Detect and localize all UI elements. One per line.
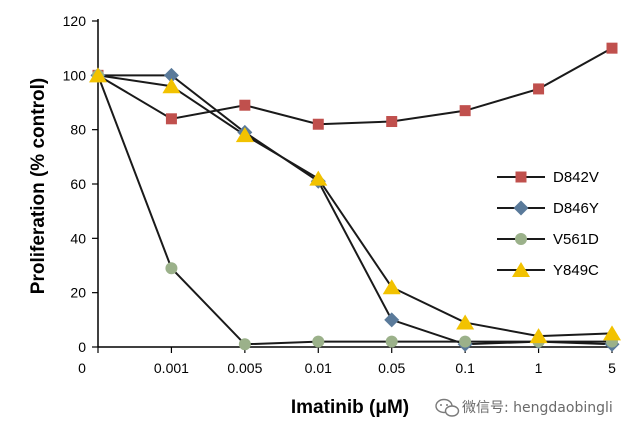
data-point bbox=[603, 325, 621, 341]
wechat-icon bbox=[435, 398, 460, 417]
data-point bbox=[239, 99, 251, 111]
legend-marker bbox=[515, 171, 527, 183]
data-point bbox=[163, 67, 179, 83]
chart-series bbox=[89, 42, 621, 352]
data-point bbox=[529, 328, 548, 344]
data-point bbox=[459, 105, 471, 117]
data-point bbox=[459, 335, 472, 348]
y-axis-title: Proliferation (% control) bbox=[28, 78, 49, 294]
legend-label: Y849C bbox=[553, 262, 599, 279]
chart-legend: D842V D846Y V561D Y849C bbox=[497, 169, 599, 279]
x-tick-label: 0 bbox=[78, 360, 86, 376]
series-line bbox=[97, 74, 613, 338]
data-point bbox=[312, 118, 324, 130]
data-point bbox=[238, 338, 251, 351]
legend-marker bbox=[515, 233, 527, 245]
data-point bbox=[312, 335, 325, 348]
legend-item-V561D: V561D bbox=[497, 231, 599, 248]
y-tick-label: 40 bbox=[70, 230, 86, 246]
data-point bbox=[606, 42, 618, 54]
y-tick-label: 80 bbox=[70, 122, 86, 138]
watermark: 微信号: hengdaobingli bbox=[435, 398, 613, 417]
legend-marker bbox=[512, 262, 530, 277]
data-point bbox=[309, 170, 328, 186]
legend-item-D846Y: D846Y bbox=[497, 200, 599, 217]
x-tick-label: 5 bbox=[608, 360, 616, 376]
legend-item-Y849C: Y849C bbox=[497, 262, 599, 279]
y-tick-label: 0 bbox=[78, 339, 86, 355]
y-tick-label: 20 bbox=[70, 285, 86, 301]
series-line bbox=[97, 74, 612, 346]
data-point bbox=[382, 279, 401, 295]
data-point bbox=[386, 116, 398, 128]
series-markers-V561D bbox=[92, 69, 618, 351]
data-point bbox=[385, 335, 398, 348]
x-tick-label: 0.05 bbox=[378, 360, 405, 376]
series-line bbox=[97, 47, 613, 126]
data-point bbox=[89, 67, 107, 83]
data-point bbox=[165, 262, 178, 275]
series-markers-Y849C bbox=[89, 67, 621, 344]
series-markers-D846Y bbox=[90, 67, 620, 352]
chart-axes: 0 20 40 60 80 100 120 0 0.001 0.005 0.01 0.05 0.1 1 5 bbox=[63, 13, 616, 376]
series-V561D bbox=[97, 74, 612, 346]
y-tick-label: 120 bbox=[63, 13, 87, 29]
data-point bbox=[162, 78, 181, 94]
x-tick-label: 0.005 bbox=[227, 360, 262, 376]
legend-label: D846Y bbox=[553, 200, 599, 217]
legend-item-D842V: D842V bbox=[497, 169, 599, 186]
data-point bbox=[533, 83, 545, 95]
data-point bbox=[235, 127, 254, 143]
data-point bbox=[165, 113, 177, 125]
data-point bbox=[384, 312, 400, 328]
y-tick-label: 100 bbox=[63, 67, 87, 83]
y-tick-label: 60 bbox=[70, 176, 86, 192]
watermark-text: 微信号: hengdaobingli bbox=[462, 400, 613, 416]
series-D842V bbox=[97, 47, 613, 126]
x-tick-label: 1 bbox=[535, 360, 543, 376]
x-tick-label: 0.1 bbox=[455, 360, 475, 376]
x-axis-title: Imatinib (μM) bbox=[291, 397, 409, 418]
legend-label: D842V bbox=[553, 169, 599, 186]
legend-label: V561D bbox=[553, 231, 599, 248]
data-point bbox=[456, 314, 475, 330]
series-Y849C bbox=[97, 74, 613, 338]
x-tick-label: 0.01 bbox=[305, 360, 332, 376]
x-tick-label: 0.001 bbox=[154, 360, 189, 376]
legend-marker bbox=[513, 200, 529, 216]
